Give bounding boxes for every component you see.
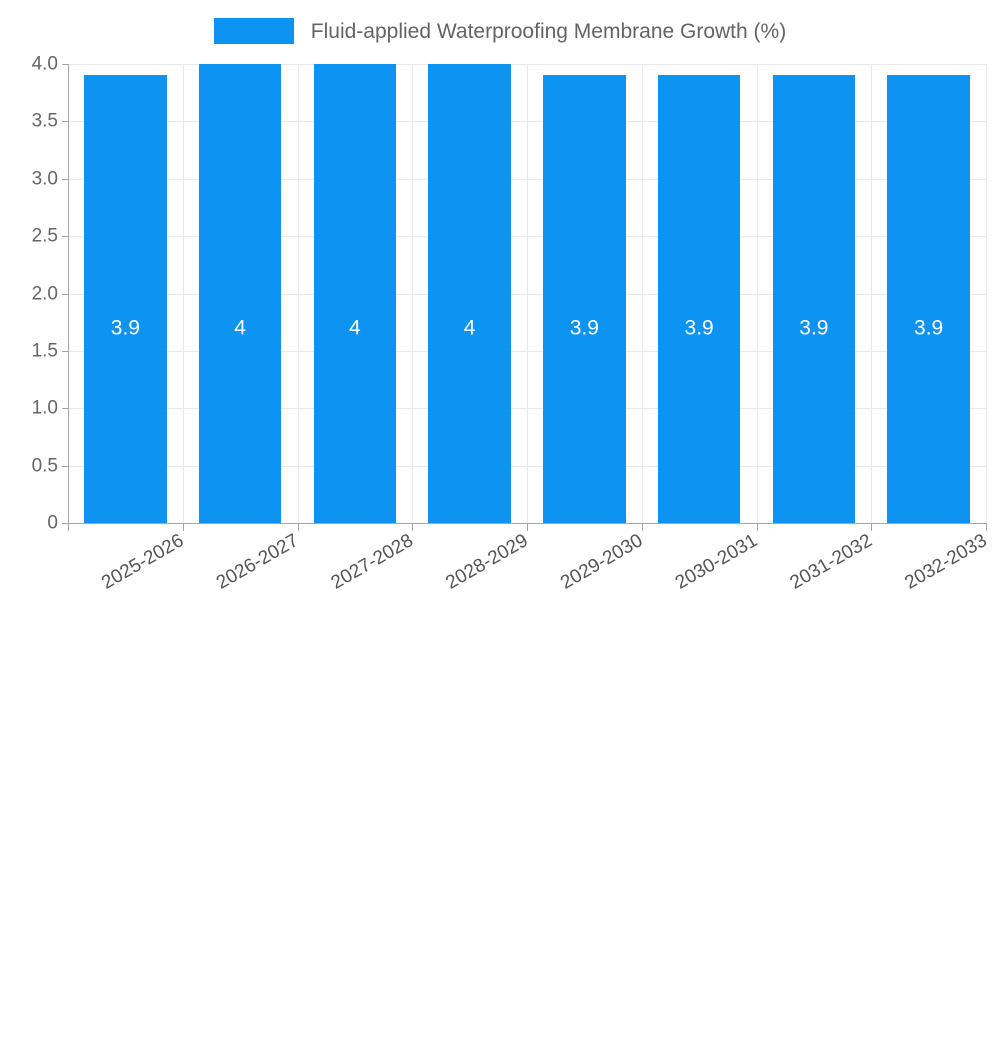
y-axis-tick-mark (62, 64, 69, 65)
y-axis-tick-mark (62, 178, 69, 180)
y-axis-tick-mark (62, 465, 69, 467)
y-axis-tick-label: 4.0 (31, 53, 58, 75)
y-axis-tick-label: 0.5 (31, 455, 58, 477)
y-axis-tick-mark (62, 350, 69, 352)
x-axis-tick-mark (527, 523, 528, 531)
y-axis-tick-label: 0 (47, 512, 58, 534)
y-axis-tick-labels: 0 0.5 1.0 1.5 2.0 2.5 3.0 3.5 4.0 (0, 0, 58, 600)
y-axis-tick-mark (62, 236, 69, 238)
x-axis-tick-mark (412, 523, 414, 531)
bar[interactable] (772, 75, 856, 523)
gridline-vertical (182, 64, 184, 523)
x-axis-tick-mark (68, 523, 69, 531)
y-axis-tick-label: 3.5 (31, 110, 58, 132)
x-axis-tick-label: 2032-2033 (901, 530, 991, 594)
x-axis-tick-mark (297, 523, 299, 531)
gridline-vertical (527, 64, 528, 523)
legend-color-swatch-icon (213, 18, 294, 44)
bar[interactable] (313, 64, 397, 523)
bar[interactable] (428, 64, 511, 523)
gridline-vertical (641, 64, 643, 523)
y-axis-tick-label: 3.0 (31, 168, 58, 190)
gridline-vertical (297, 64, 299, 523)
y-axis-tick-mark (62, 408, 69, 410)
x-axis-tick-label: 2031-2032 (786, 530, 876, 594)
bar[interactable] (543, 75, 626, 523)
x-axis-tick-mark (182, 523, 184, 531)
gridline-vertical (756, 64, 758, 523)
x-axis-tick-mark (641, 523, 643, 531)
x-axis-tick-mark (756, 523, 758, 531)
bar[interactable] (887, 75, 970, 523)
gridline-vertical (871, 64, 873, 523)
y-axis-tick-label: 1.5 (31, 340, 58, 362)
bar[interactable] (84, 75, 167, 523)
x-axis-tick-mark (986, 523, 987, 531)
x-axis-tick-mark (871, 523, 873, 531)
x-axis-tick-label: 2029-2030 (557, 530, 647, 594)
y-axis-tick-label: 2.0 (31, 283, 58, 304)
bar[interactable] (198, 64, 282, 523)
gridline-vertical (412, 64, 414, 523)
gridline-vertical (986, 64, 987, 523)
y-axis-tick-mark (62, 523, 69, 524)
chart-legend: Fluid-applied Waterproofing Membrane Gro… (0, 12, 1000, 50)
y-axis-tick-label: 1.0 (31, 397, 58, 419)
y-axis-tick-mark (62, 121, 69, 123)
bar[interactable] (657, 75, 741, 523)
bar-chart: Fluid-applied Waterproofing Membrane Gro… (0, 0, 1000, 600)
plot-area (68, 64, 987, 523)
y-axis-tick-mark (62, 293, 69, 295)
legend-label: Fluid-applied Waterproofing Membrane Gro… (310, 19, 787, 43)
y-axis-tick-label: 2.5 (31, 225, 58, 247)
legend-item-series-1[interactable]: Fluid-applied Waterproofing Membrane Gro… (213, 18, 787, 44)
